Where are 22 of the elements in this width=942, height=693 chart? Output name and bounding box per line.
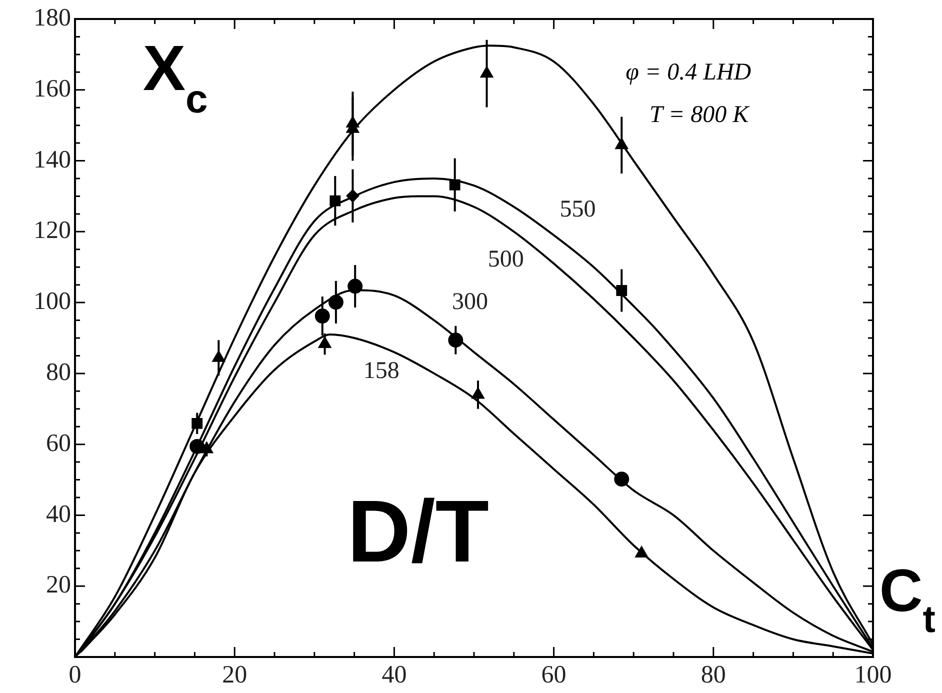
y-tick-label: 80 bbox=[46, 359, 71, 386]
annotation: φ = 0.4 LHD bbox=[626, 59, 752, 86]
y-tick-label: 60 bbox=[46, 430, 71, 457]
series-label: 158 bbox=[363, 358, 400, 384]
y-tick-label: 100 bbox=[34, 288, 71, 316]
y-tick-label: 140 bbox=[34, 146, 71, 174]
series-label: 500 bbox=[488, 246, 524, 272]
x-tick-label: 20 bbox=[222, 662, 248, 689]
y-tick-label: 40 bbox=[46, 500, 71, 528]
y-tick-label: 120 bbox=[34, 217, 71, 244]
x-tick-label: 100 bbox=[854, 662, 892, 689]
annotation: D/T bbox=[347, 481, 490, 580]
x-tick-label: 60 bbox=[541, 662, 566, 689]
x-tick-label: 0 bbox=[68, 662, 82, 689]
y-tick-label: 160 bbox=[34, 75, 71, 102]
y-tick-label: 180 bbox=[34, 4, 71, 32]
x-tick-label: 40 bbox=[382, 662, 407, 689]
y-tick-label: 20 bbox=[46, 572, 71, 599]
series-label: 300 bbox=[452, 288, 488, 315]
annotation: T = 800 K bbox=[650, 102, 751, 128]
x-tick-label: 80 bbox=[700, 662, 726, 689]
series-label: 550 bbox=[560, 196, 596, 223]
